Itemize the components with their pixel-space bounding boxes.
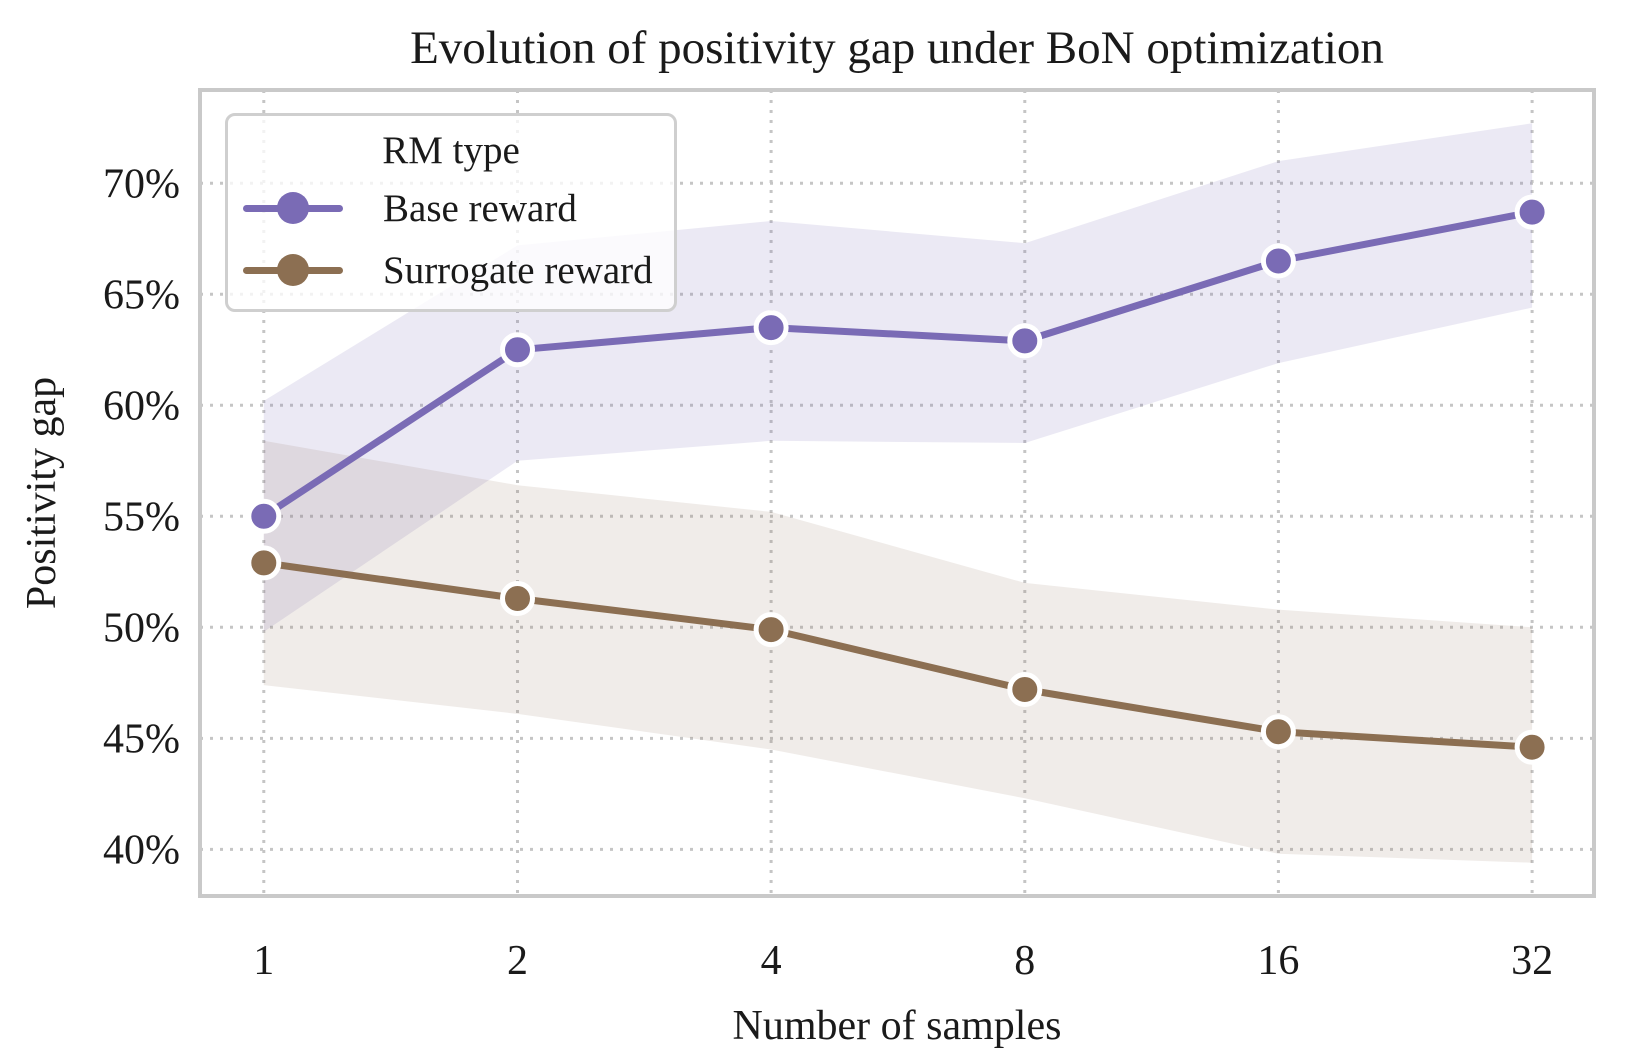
y-tick-label: 55%: [103, 494, 180, 540]
x-tick-label: 1: [253, 938, 274, 984]
line-dot-marker-icon: [243, 254, 343, 286]
legend-item-label: Base reward: [383, 186, 577, 230]
series-surrogate-reward-line: [260, 559, 1536, 751]
legend-item-base-reward: Base reward: [243, 186, 664, 230]
x-tick-label: 4: [761, 938, 782, 984]
x-tick-label: 32: [1511, 938, 1553, 984]
dot-icon: [277, 192, 309, 224]
legend-item-surrogate-reward: Surrogate reward: [243, 248, 664, 292]
data-point: [246, 498, 282, 534]
data-point: [1514, 729, 1550, 765]
plot-border: [198, 88, 1596, 898]
legend-title: RM type: [382, 129, 520, 172]
legend: RM type Base reward Surrogate reward: [225, 113, 677, 312]
legend-item-label: Surrogate reward: [383, 248, 653, 292]
x-tick-label: 16: [1257, 938, 1299, 984]
series-surrogate-reward-markers: [246, 545, 1550, 765]
axis-tick-labels: 40% 45% 50% 55% 60% 65% 70% 1 2 4 8 16 32: [103, 161, 1553, 984]
data-point: [1260, 714, 1296, 750]
data-point: [1260, 243, 1296, 279]
data-point: [246, 545, 282, 581]
y-axis-label: Positivity gap: [19, 376, 65, 610]
y-tick-label: 60%: [103, 383, 180, 429]
dot-icon: [277, 254, 309, 286]
data-point: [1514, 194, 1550, 230]
x-axis-label: Number of samples: [732, 1003, 1062, 1049]
y-tick-label: 40%: [103, 827, 180, 873]
x-tick-label: 8: [1014, 938, 1035, 984]
data-point: [1007, 323, 1043, 359]
y-tick-label: 50%: [103, 605, 180, 651]
data-point: [500, 581, 535, 616]
data-point: [500, 332, 535, 368]
x-tick-label: 2: [507, 938, 528, 984]
data-point: [753, 612, 789, 648]
line-dot-marker-icon: [243, 192, 343, 224]
chart-title: Evolution of positivity gap under BoN op…: [410, 22, 1384, 74]
series-base-reward-markers: [246, 194, 1550, 534]
data-point: [1007, 672, 1043, 707]
y-tick-label: 45%: [103, 716, 180, 762]
y-tick-label: 65%: [103, 272, 180, 318]
data-point: [753, 310, 789, 346]
series-surrogate-reward-band: [263, 440, 1533, 863]
series-base-reward-line: [260, 208, 1536, 520]
y-tick-label: 70%: [103, 161, 180, 207]
